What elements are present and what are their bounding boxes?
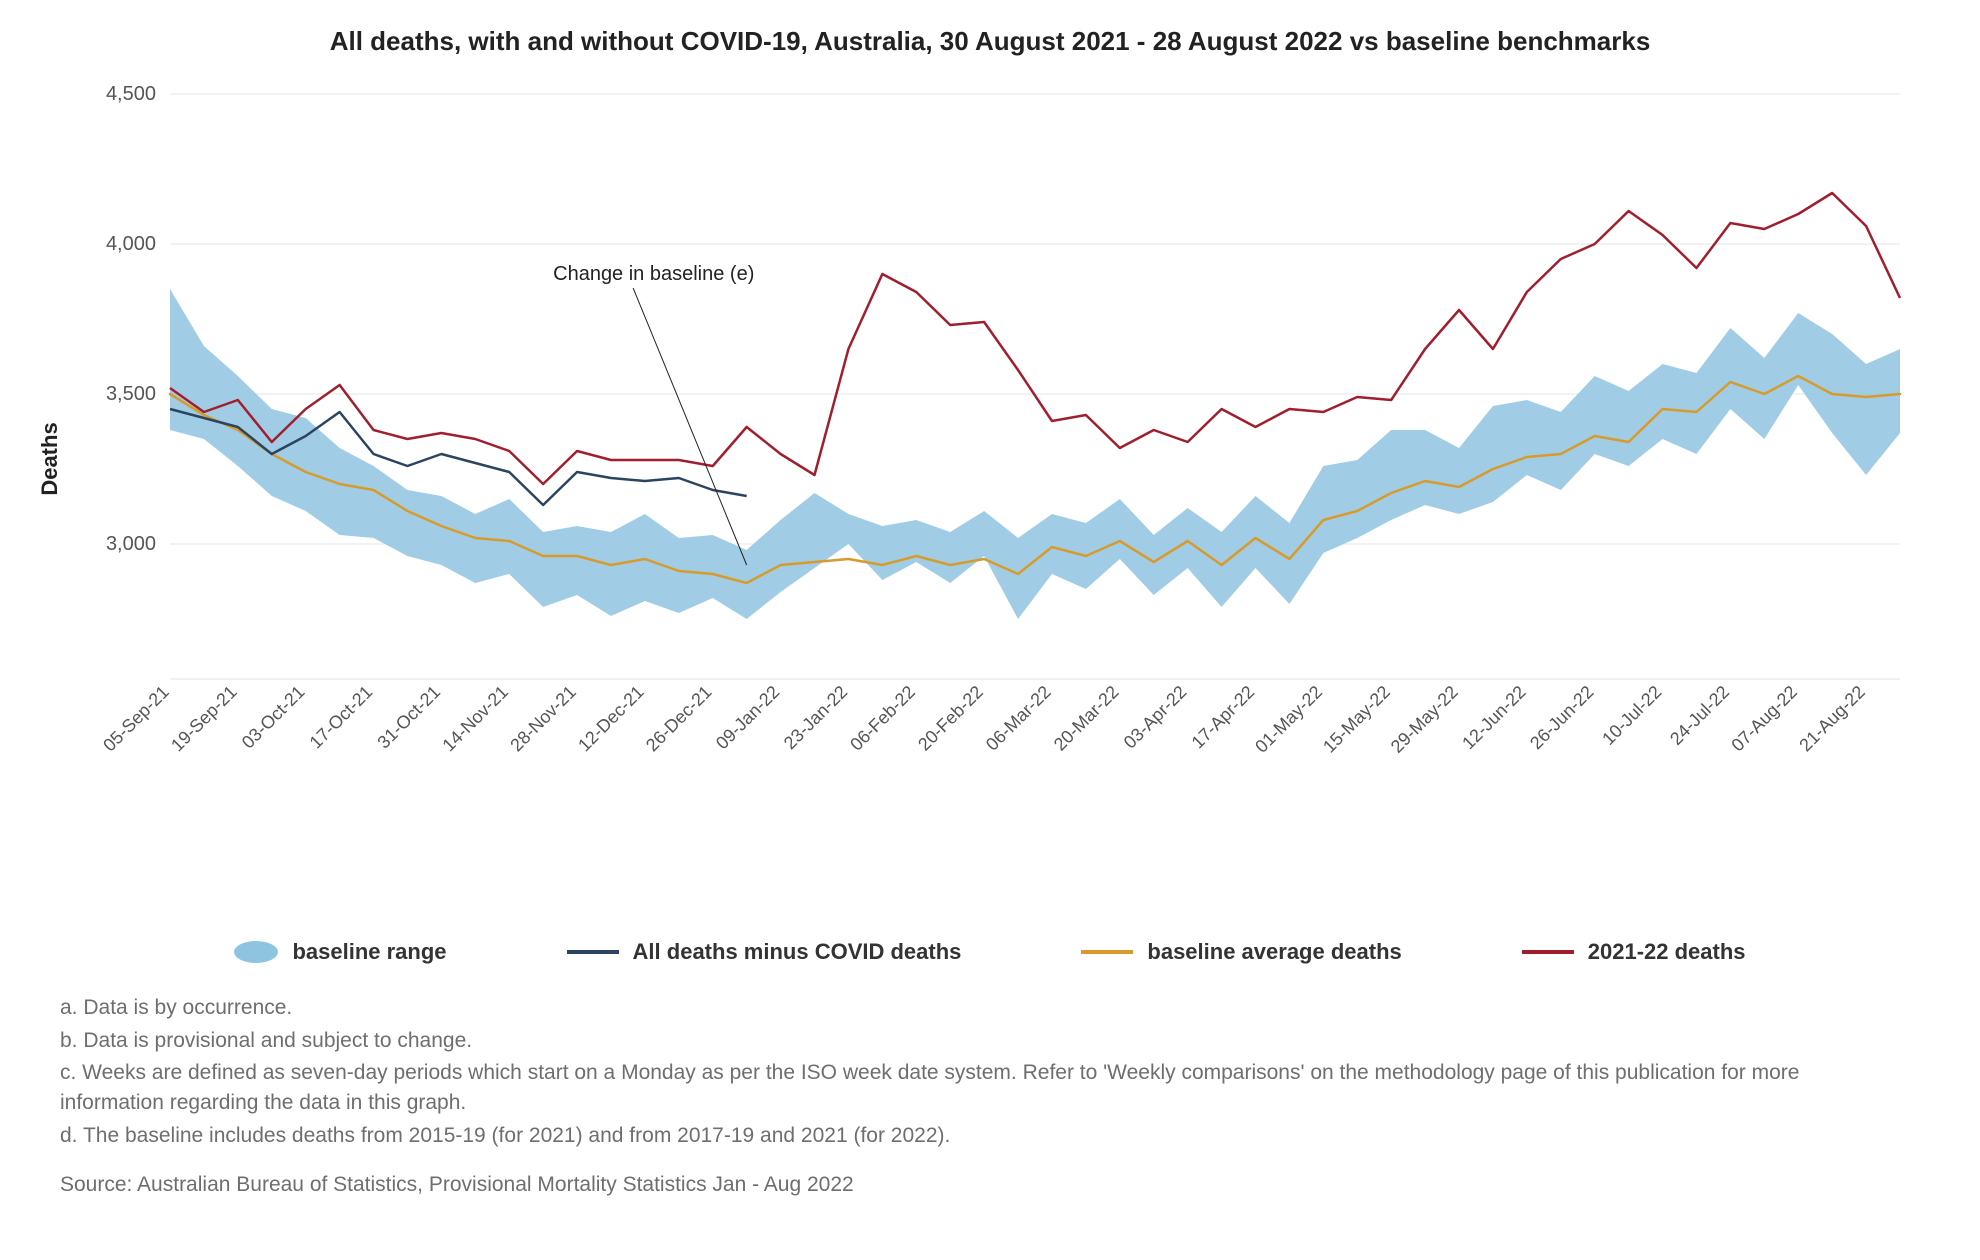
svg-text:3,000: 3,000 [106, 533, 156, 555]
legend-swatch [1522, 950, 1574, 954]
y-axis-label: Deaths [37, 422, 63, 495]
x-tick-label: 05-Sep-21 [99, 682, 173, 756]
chart-title: All deaths, with and without COVID-19, A… [190, 24, 1790, 59]
legend-label: baseline average deaths [1147, 939, 1401, 965]
x-tick-label: 06-Feb-22 [846, 682, 919, 755]
x-tick-label: 09-Jan-22 [712, 682, 783, 753]
x-tick-label: 17-Apr-22 [1188, 682, 1259, 753]
x-tick-label: 06-Mar-22 [982, 682, 1055, 755]
line-chart-svg: 3,0003,5004,0004,50005-Sep-2119-Sep-2103… [60, 69, 1920, 849]
legend-label: All deaths minus COVID deaths [633, 939, 962, 965]
x-tick-label: 26-Dec-21 [642, 682, 716, 756]
x-tick-label: 24-Jul-22 [1666, 682, 1733, 749]
legend-item-non_covid: All deaths minus COVID deaths [567, 939, 962, 965]
legend-label: baseline range [292, 939, 446, 965]
svg-text:3,500: 3,500 [106, 383, 156, 405]
legend-swatch [234, 941, 278, 963]
footnotes: a. Data is by occurrence.b. Data is prov… [60, 993, 1880, 1151]
x-tick-label: 17-Oct-21 [306, 682, 377, 753]
chart-legend: baseline range All deaths minus COVID dea… [60, 939, 1920, 965]
x-tick-label: 15-May-22 [1319, 682, 1394, 757]
x-tick-label: 31-Oct-21 [373, 682, 444, 753]
x-tick-label: 29-May-22 [1387, 682, 1462, 757]
legend-item-baseline_avg: baseline average deaths [1081, 939, 1401, 965]
x-tick-label: 12-Dec-21 [574, 682, 648, 756]
annotation-label: Change in baseline (e) [553, 263, 754, 285]
chart-area: Deaths 3,0003,5004,0004,50005-Sep-2119-S… [60, 69, 1920, 849]
x-tick-label: 03-Apr-22 [1120, 682, 1191, 753]
x-tick-label: 07-Aug-22 [1727, 682, 1801, 756]
x-tick-label: 26-Jun-22 [1526, 682, 1597, 753]
svg-text:4,000: 4,000 [106, 233, 156, 255]
svg-text:4,500: 4,500 [106, 83, 156, 105]
x-tick-label: 21-Aug-22 [1795, 682, 1869, 756]
x-tick-label: 01-May-22 [1251, 682, 1326, 757]
x-tick-label: 20-Feb-22 [914, 682, 987, 755]
x-tick-label: 10-Jul-22 [1598, 682, 1665, 749]
x-tick-label: 23-Jan-22 [780, 682, 851, 753]
footnote-a: a. Data is by occurrence. [60, 993, 1880, 1023]
footnote-b: b. Data is provisional and subject to ch… [60, 1026, 1880, 1056]
x-tick-label: 19-Sep-21 [167, 682, 241, 756]
footnote-d: d. The baseline includes deaths from 201… [60, 1121, 1880, 1151]
legend-item-baseline_range: baseline range [234, 939, 446, 965]
footnote-c: c. Weeks are defined as seven-day period… [60, 1058, 1880, 1119]
x-tick-label: 03-Oct-21 [238, 682, 309, 753]
legend-swatch [1081, 950, 1133, 954]
legend-swatch [567, 950, 619, 954]
x-tick-label: 14-Nov-21 [438, 682, 512, 756]
x-tick-label: 28-Nov-21 [506, 682, 580, 756]
x-tick-label: 20-Mar-22 [1050, 682, 1123, 755]
x-tick-label: 12-Jun-22 [1458, 682, 1529, 753]
source-text: Source: Australian Bureau of Statistics,… [60, 1173, 1920, 1197]
legend-label: 2021-22 deaths [1588, 939, 1746, 965]
legend-item-deaths_2122: 2021-22 deaths [1522, 939, 1746, 965]
